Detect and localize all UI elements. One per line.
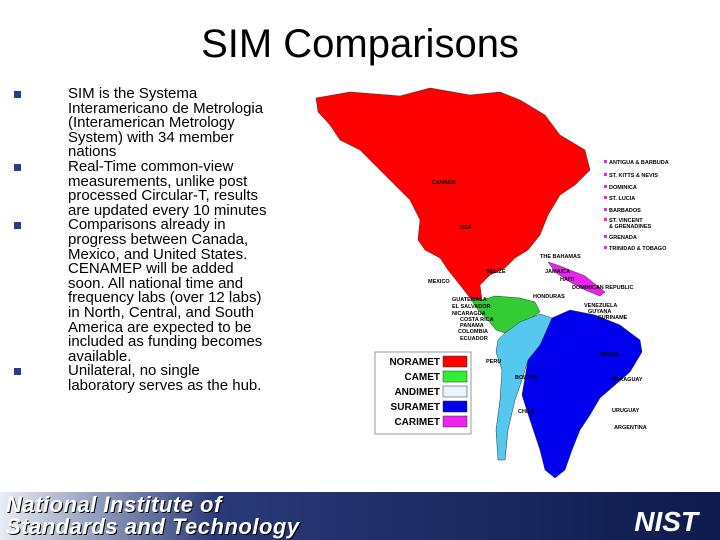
island-label: GRENADA	[609, 235, 637, 241]
country-label: PERU	[486, 359, 501, 365]
footer-banner: National Institute of Standards and Tech…	[0, 492, 720, 540]
country-label: THE BAHAMAS	[540, 254, 581, 260]
legend-label: CARIMET	[394, 417, 440, 428]
island-bullet	[604, 208, 607, 211]
legend-swatch	[442, 370, 468, 383]
island-bullet	[604, 160, 607, 163]
country-label: MEXICO	[428, 279, 450, 285]
country-label: COSTA RICA	[460, 317, 494, 323]
legend-label: ANDIMET	[394, 387, 440, 398]
country-label: VENEZUELA	[584, 303, 617, 309]
country-label: EL SALVADOR	[452, 304, 491, 310]
slide-title: SIM Comparisons	[201, 22, 519, 66]
country-label: NICARAGUA	[452, 311, 486, 317]
footer-line: National Institute of	[6, 492, 222, 517]
country-label: PANAMA	[460, 323, 484, 329]
country-label: USA	[460, 225, 472, 231]
country-label: DOMINICAN REPUBLIC	[572, 285, 633, 291]
island-label: ST. VINCENT	[609, 218, 643, 224]
country-label: PARAGUAY	[612, 377, 643, 383]
country-label: CHILE	[518, 409, 535, 415]
footer-line: Standards and Technology	[6, 514, 300, 539]
nist-logo: NIST	[634, 506, 698, 537]
island-label: BARBADOS	[609, 208, 641, 214]
country-label: ARGENTINA	[614, 425, 647, 431]
island-label: TRINIDAD & TOBAGO	[609, 246, 667, 252]
country-label: BOLIVIA	[515, 375, 537, 381]
bullet: Comparisons already in progress between …	[14, 217, 269, 364]
bullet: SIM is the Systema Interamericano de Met…	[14, 86, 269, 160]
country-label: BELIZE	[486, 269, 506, 275]
island-bullet	[604, 218, 607, 221]
legend-swatch	[442, 400, 468, 413]
island-bullet	[604, 235, 607, 238]
country-label: COLOMBIA	[458, 329, 488, 335]
country-label: GUYANA	[588, 309, 611, 315]
country-label: GUATEMALA	[452, 297, 487, 303]
country-label: SURINAME	[598, 315, 628, 321]
bullet: Unilateral, no single laboratory serves …	[14, 363, 269, 393]
legend-label: CAMET	[404, 372, 440, 383]
country-label: ECUADOR	[460, 336, 488, 342]
legend-label: SURAMET	[391, 402, 440, 413]
country-label: BRAZIL	[600, 352, 621, 358]
legend-swatch	[442, 355, 468, 368]
island-label: & GRENADINES	[609, 224, 652, 230]
legend-swatch	[442, 385, 468, 398]
island-label: DOMINICA	[609, 185, 637, 191]
country-label: JAMAICA	[545, 269, 570, 275]
island-label: ANTIGUA & BARBUDA	[609, 160, 669, 166]
country-label: HONDURAS	[533, 294, 565, 300]
island-label: ST. LUCIA	[609, 196, 635, 202]
country-label: HAITI	[560, 277, 575, 283]
country-label: CANADA	[432, 180, 456, 186]
island-label: ST. KITTS & NEVIS	[609, 173, 658, 179]
island-bullet	[604, 246, 607, 249]
bullet-list: SIM is the Systema Interamericano de Met…	[14, 86, 269, 393]
legend-swatch	[442, 415, 468, 428]
island-bullet	[604, 173, 607, 176]
island-bullet	[604, 196, 607, 199]
legend-label: NORAMET	[389, 357, 440, 368]
country-label: URUGUAY	[612, 408, 640, 414]
map-shapes	[315, 87, 643, 479]
bullet: Real-Time common-view measurements, unli…	[14, 159, 269, 218]
island-bullet	[604, 185, 607, 188]
